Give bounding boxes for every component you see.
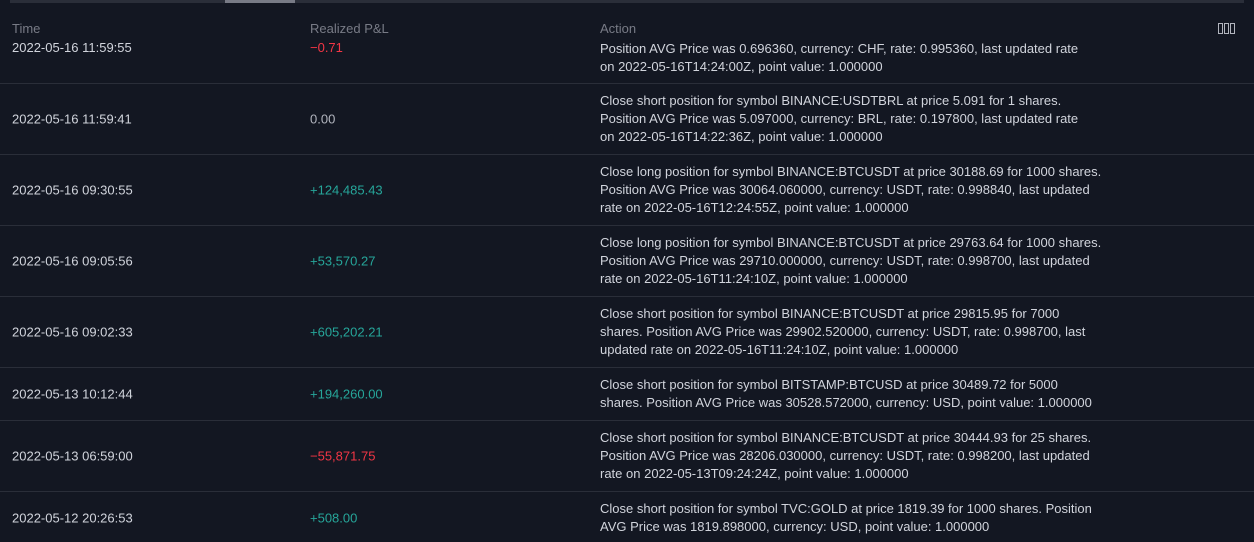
scrollbar-thumb[interactable]: [225, 0, 295, 3]
column-header-action[interactable]: Action: [600, 21, 637, 36]
action-line: Close short position for symbol BINANCE:…: [600, 306, 1060, 321]
horizontal-scrollbar[interactable]: [10, 0, 1244, 3]
row-time: 2022-05-16 09:05:56: [12, 253, 133, 269]
action-line: updated rate on 2022-05-16T11:24:10Z, po…: [600, 342, 959, 357]
row-action: Position AVG Price was 0.696360, currenc…: [600, 40, 1140, 76]
row-realized-pl: −55,871.75: [310, 448, 376, 464]
row-time: 2022-05-13 10:12:44: [12, 386, 133, 402]
action-line: Close short position for symbol TVC:GOLD…: [600, 501, 1092, 516]
column-header-realized-pl[interactable]: Realized P&L: [310, 21, 389, 36]
action-line: Close long position for symbol BINANCE:B…: [600, 164, 1102, 179]
action-line: Position AVG Price was 0.696360, currenc…: [600, 41, 1079, 56]
row-time: 2022-05-16 11:59:55: [12, 40, 132, 55]
row-action: Close long position for symbol BINANCE:B…: [600, 163, 1140, 217]
table-row[interactable]: 2022-05-16 09:30:55 +124,485.43 Close lo…: [0, 155, 1254, 226]
action-line: Position AVG Price was 5.097000, currenc…: [600, 111, 1079, 126]
row-action: Close short position for symbol BINANCE:…: [600, 305, 1140, 359]
action-line: on 2022-05-16T14:22:36Z, point value: 1.…: [600, 129, 883, 144]
table-row[interactable]: 2022-05-16 09:02:33 +605,202.21 Close sh…: [0, 297, 1254, 368]
row-action: Close short position for symbol BITSTAMP…: [600, 376, 1140, 412]
action-line: Close short position for symbol BINANCE:…: [600, 93, 1062, 108]
action-line: on 2022-05-16T14:24:00Z, point value: 1.…: [600, 59, 883, 74]
column-header-time[interactable]: Time: [12, 21, 41, 36]
action-line: Close short position for symbol BINANCE:…: [600, 430, 1092, 445]
action-line: Position AVG Price was 28206.030000, cur…: [600, 448, 1090, 463]
row-time: 2022-05-16 11:59:41: [12, 111, 132, 127]
row-realized-pl: +508.00: [310, 510, 358, 526]
row-action: Close short position for symbol BINANCE:…: [600, 92, 1140, 146]
row-action: Close short position for symbol TVC:GOLD…: [600, 500, 1140, 536]
table-row[interactable]: 2022-05-13 10:12:44 +194,260.00 Close sh…: [0, 368, 1254, 421]
action-line: rate on 2022-05-13T09:24:24Z, point valu…: [600, 466, 909, 481]
row-time: 2022-05-13 06:59:00: [12, 448, 133, 464]
row-realized-pl: +194,260.00: [310, 386, 383, 402]
action-line: Close short position for symbol BITSTAMP…: [600, 377, 1058, 392]
row-realized-pl: +53,570.27: [310, 253, 376, 269]
row-time: 2022-05-16 09:30:55: [12, 182, 133, 198]
row-action: Close short position for symbol BINANCE:…: [600, 429, 1140, 483]
action-line: rate on 2022-05-16T12:24:55Z, point valu…: [600, 200, 909, 215]
table-row[interactable]: 2022-05-16 11:59:41 0.00 Close short pos…: [0, 84, 1254, 155]
row-time: 2022-05-12 20:26:53: [12, 510, 133, 526]
table-row[interactable]: 2022-05-16 09:05:56 +53,570.27 Close lon…: [0, 226, 1254, 297]
action-line: AVG Price was 1819.898000, currency: USD…: [600, 519, 990, 534]
action-line: shares. Position AVG Price was 29902.520…: [600, 324, 1086, 339]
action-line: shares. Position AVG Price was 30528.572…: [600, 395, 1092, 410]
action-line: Close long position for symbol BINANCE:B…: [600, 235, 1102, 250]
row-realized-pl: −0.71: [310, 40, 343, 55]
table-row[interactable]: 2022-05-13 06:59:00 −55,871.75 Close sho…: [0, 421, 1254, 492]
table-header: Time Realized P&L Action: [0, 3, 1254, 41]
row-realized-pl: 0.00: [310, 111, 336, 127]
row-realized-pl: +605,202.21: [310, 324, 383, 340]
row-action: Close long position for symbol BINANCE:B…: [600, 234, 1140, 288]
row-time: 2022-05-16 09:02:33: [12, 324, 133, 340]
action-line: rate on 2022-05-16T11:24:10Z, point valu…: [600, 271, 908, 286]
columns-settings-icon[interactable]: [1218, 23, 1236, 34]
table-row[interactable]: 2022-05-16 11:59:55 −0.71 Position AVG P…: [0, 13, 1254, 84]
action-line: Position AVG Price was 30064.060000, cur…: [600, 182, 1090, 197]
history-table-body: 2022-05-16 11:59:55 −0.71 Position AVG P…: [0, 13, 1254, 542]
action-line: Position AVG Price was 29710.000000, cur…: [600, 253, 1090, 268]
table-row[interactable]: 2022-05-12 20:26:53 +508.00 Close short …: [0, 492, 1254, 542]
row-realized-pl: +124,485.43: [310, 182, 383, 198]
